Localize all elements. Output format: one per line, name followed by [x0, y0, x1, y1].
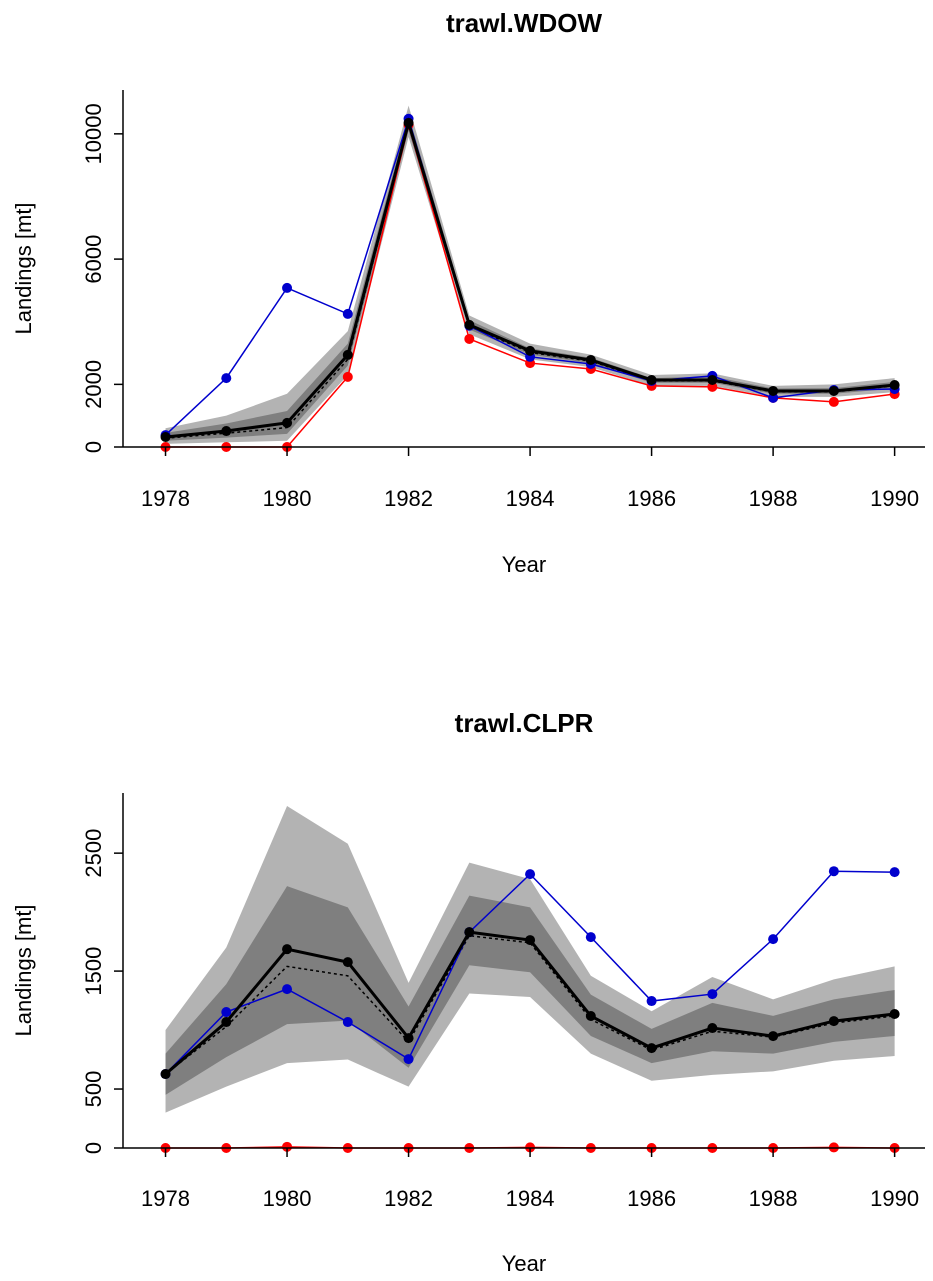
- x-tick-label: 1982: [384, 486, 433, 511]
- x-tick-label: 1986: [627, 1186, 676, 1211]
- data-point: [160, 1069, 171, 1080]
- x-tick-label: 1980: [263, 1186, 312, 1211]
- data-point: [707, 1023, 718, 1034]
- data-point: [768, 392, 779, 403]
- data-point: [464, 333, 475, 344]
- y-axis-label: Landings [mt]: [11, 202, 36, 334]
- y-tick-label: 10000: [81, 103, 106, 164]
- data-point: [342, 1017, 353, 1028]
- x-tick-label: 1990: [870, 1186, 919, 1211]
- data-point: [707, 989, 718, 1000]
- x-tick-label: 1978: [141, 1186, 190, 1211]
- x-axis-label: Year: [502, 552, 546, 577]
- data-point: [221, 1017, 232, 1028]
- data-point: [585, 932, 596, 943]
- data-point: [768, 1031, 779, 1042]
- data-point: [889, 379, 900, 390]
- y-tick-label: 6000: [81, 235, 106, 284]
- data-point: [525, 869, 536, 880]
- y-axis-label: Landings [mt]: [11, 904, 36, 1036]
- y-tick-label: 0: [81, 441, 106, 453]
- x-tick-label: 1984: [506, 486, 555, 511]
- x-tick-label: 1978: [141, 486, 190, 511]
- data-point: [221, 426, 232, 437]
- x-tick-label: 1990: [870, 486, 919, 511]
- x-tick-label: 1986: [627, 486, 676, 511]
- data-point: [342, 308, 353, 319]
- data-point: [282, 417, 293, 428]
- y-tick-label: 1500: [81, 947, 106, 996]
- data-point: [464, 319, 475, 330]
- x-tick-label: 1982: [384, 1186, 433, 1211]
- x-tick-label: 1980: [263, 486, 312, 511]
- data-point: [768, 385, 779, 396]
- data-point: [282, 984, 293, 995]
- data-point: [585, 354, 596, 365]
- y-tick-label: 2000: [81, 360, 106, 409]
- chart-title: trawl.WDOW: [446, 8, 602, 38]
- data-point: [828, 396, 839, 407]
- y-tick-label: 0: [81, 1142, 106, 1154]
- data-point: [889, 1009, 900, 1020]
- data-point: [707, 374, 718, 385]
- data-point: [646, 1043, 657, 1054]
- data-point: [403, 117, 414, 128]
- data-point: [282, 282, 293, 293]
- data-point: [585, 1011, 596, 1022]
- data-point: [221, 373, 232, 384]
- data-point: [828, 385, 839, 396]
- x-axis-label: Year: [502, 1251, 546, 1276]
- data-point: [525, 345, 536, 356]
- y-tick-label: 2500: [81, 829, 106, 878]
- series-line: [165, 117, 895, 439]
- data-point: [464, 927, 475, 938]
- chart-title: trawl.CLPR: [455, 708, 594, 738]
- data-point: [282, 1141, 293, 1152]
- data-point: [828, 1016, 839, 1027]
- data-point: [342, 957, 353, 968]
- data-point: [403, 1054, 414, 1065]
- y-tick-label: 500: [81, 1071, 106, 1108]
- data-point: [160, 431, 171, 442]
- data-point: [342, 371, 353, 382]
- data-point: [525, 935, 536, 946]
- data-point: [889, 867, 900, 878]
- data-point: [282, 944, 293, 955]
- x-tick-label: 1988: [749, 486, 798, 511]
- data-point: [768, 934, 779, 945]
- data-point: [342, 349, 353, 360]
- data-point: [707, 381, 718, 392]
- interval-band: [165, 886, 895, 1095]
- data-point: [646, 996, 657, 1007]
- data-point: [403, 1033, 414, 1044]
- data-point: [646, 374, 657, 385]
- data-point: [828, 866, 839, 877]
- data-point: [221, 1007, 232, 1018]
- x-tick-label: 1984: [506, 1186, 555, 1211]
- x-tick-label: 1988: [749, 1186, 798, 1211]
